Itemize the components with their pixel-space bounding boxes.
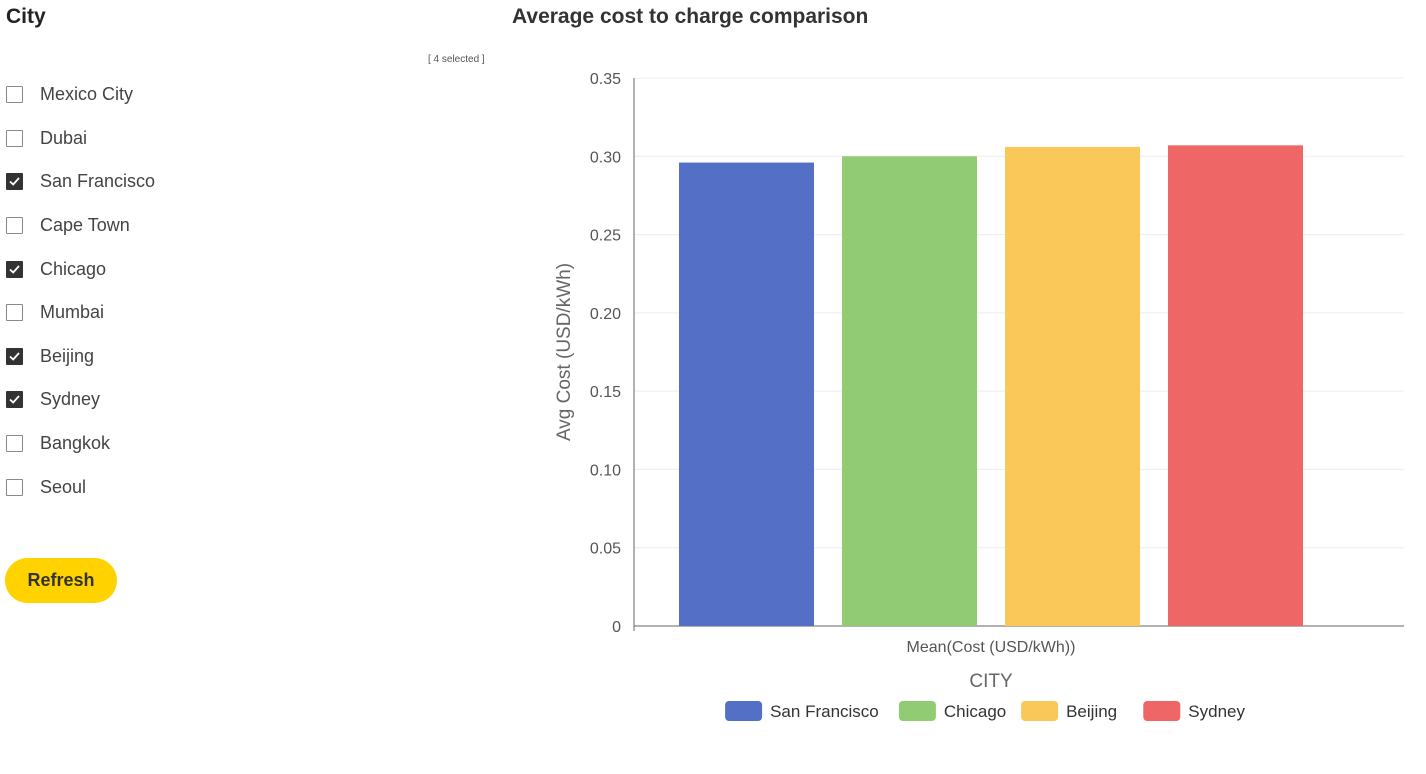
bar xyxy=(679,162,814,626)
y-tick-label: 0.20 xyxy=(590,306,621,323)
city-option[interactable]: Cape Town xyxy=(6,204,155,248)
checkmark-icon xyxy=(9,177,20,187)
chart-title: Average cost to charge comparison xyxy=(512,5,869,28)
legend-label: Beijing xyxy=(1066,702,1117,721)
y-tick-label: 0.05 xyxy=(590,541,621,558)
checkbox[interactable] xyxy=(6,478,23,496)
checkbox[interactable] xyxy=(6,173,23,191)
city-option[interactable]: Beijing xyxy=(6,335,155,379)
checkbox[interactable] xyxy=(6,435,23,453)
checkmark-icon xyxy=(9,352,20,361)
legend-swatch xyxy=(1143,701,1181,721)
x-axis-title: CITY xyxy=(969,671,1013,692)
legend-label: Chicago xyxy=(944,702,1006,721)
city-option-label: Sydney xyxy=(40,389,101,410)
city-filter-list: Mexico City Dubai San Francisco Cape Tow… xyxy=(6,73,155,509)
city-option-label: Beijing xyxy=(40,345,95,366)
city-option-label: Cape Town xyxy=(40,215,130,236)
y-tick-label: 0.10 xyxy=(590,462,621,479)
checkbox[interactable] xyxy=(6,347,23,365)
city-option[interactable]: Bangkok xyxy=(6,422,155,466)
city-option-label: Mumbai xyxy=(40,302,105,323)
city-option[interactable]: Dubai xyxy=(6,117,155,161)
legend-label: San Francisco xyxy=(770,702,879,721)
checkbox[interactable] xyxy=(6,391,23,409)
city-option[interactable]: Sydney xyxy=(6,378,155,422)
x-category-label: Mean(Cost (USD/kWh)) xyxy=(907,639,1076,656)
checkbox[interactable] xyxy=(6,86,23,104)
bar xyxy=(842,156,977,627)
city-option[interactable]: Seoul xyxy=(6,465,155,509)
city-option[interactable]: San Francisco xyxy=(6,160,155,204)
checkbox[interactable] xyxy=(6,217,23,235)
legend-swatch xyxy=(898,701,936,721)
legend-label: Sydney xyxy=(1188,702,1245,721)
y-axis-title: Avg Cost (USD/kWh) xyxy=(554,263,575,441)
checkmark-icon xyxy=(9,395,20,405)
legend-swatch xyxy=(1021,701,1059,721)
legend-swatch xyxy=(725,701,763,721)
bar xyxy=(1005,146,1140,627)
city-option-label: Mexico City xyxy=(40,84,134,105)
city-option-label: Seoul xyxy=(40,476,87,497)
city-option-label: Chicago xyxy=(40,258,107,279)
checkbox[interactable] xyxy=(6,304,23,322)
filter-heading: City xyxy=(6,5,46,28)
checkbox[interactable] xyxy=(6,260,23,278)
selected-count: [ 4 selected ] xyxy=(428,54,485,65)
refresh-button[interactable]: Refresh xyxy=(5,558,117,603)
city-option[interactable]: Chicago xyxy=(6,247,155,291)
city-option-label: San Francisco xyxy=(40,171,156,192)
y-tick-label: 0.35 xyxy=(590,71,621,88)
y-tick-label: 0.15 xyxy=(590,384,621,401)
checkmark-icon xyxy=(9,265,20,274)
city-option-label: Bangkok xyxy=(40,433,111,454)
checkbox[interactable] xyxy=(6,129,23,147)
city-option-label: Dubai xyxy=(40,127,88,148)
y-tick-label: 0 xyxy=(612,619,621,636)
city-option[interactable]: Mexico City xyxy=(6,73,155,117)
city-option[interactable]: Mumbai xyxy=(6,291,155,335)
y-tick-label: 0.25 xyxy=(590,228,621,245)
y-tick-label: 0.30 xyxy=(590,149,621,166)
bar xyxy=(1168,145,1303,626)
